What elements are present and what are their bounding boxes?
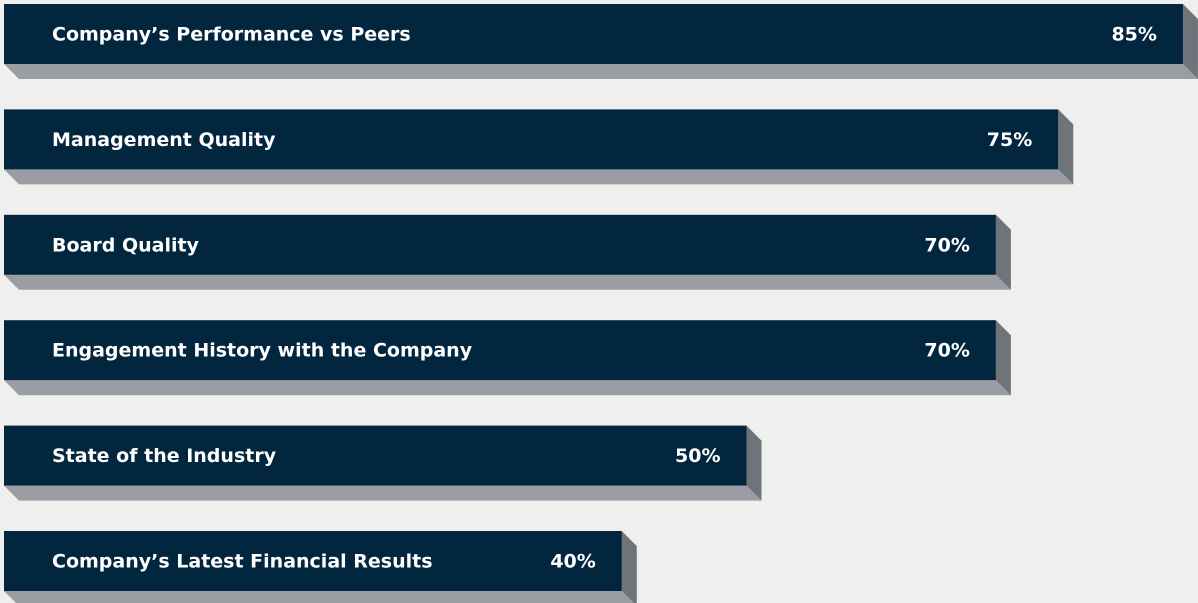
bar: [4, 531, 622, 591]
bar-bottom-face: [4, 485, 762, 501]
bar-bottom-face: [4, 169, 1074, 185]
bar-bottom-face: [4, 274, 1011, 290]
bar: [4, 109, 1059, 170]
value-label: 75%: [987, 129, 1032, 151]
bar-bottom-face: [4, 591, 634, 603]
bar-side-face: [995, 214, 1011, 290]
value-label: 70%: [924, 234, 969, 256]
value-label: 40%: [550, 551, 595, 573]
bar-side-face: [995, 320, 1011, 396]
bar: [4, 214, 996, 275]
bar-label: State of the Industry: [52, 445, 277, 467]
bar-side-face: [746, 425, 762, 501]
value-label: 50%: [675, 445, 720, 467]
value-label: 85%: [1111, 24, 1156, 46]
bar-side-face: [1182, 4, 1198, 79]
bar: [4, 425, 747, 486]
bar-label: Management Quality: [52, 129, 276, 151]
value-label: 70%: [924, 340, 969, 362]
bar-label: Engagement History with the Company: [52, 340, 473, 362]
bar-label: Board Quality: [52, 234, 200, 256]
bar-label: Company’s Performance vs Peers: [52, 24, 411, 46]
bar: [4, 4, 1183, 64]
bar-side-face: [621, 531, 637, 603]
bar-label: Company’s Latest Financial Results: [52, 551, 433, 573]
bar: [4, 320, 996, 381]
bar-bottom-face: [4, 64, 1198, 79]
bar-bottom-face: [4, 380, 1011, 396]
bar-side-face: [1058, 109, 1074, 185]
